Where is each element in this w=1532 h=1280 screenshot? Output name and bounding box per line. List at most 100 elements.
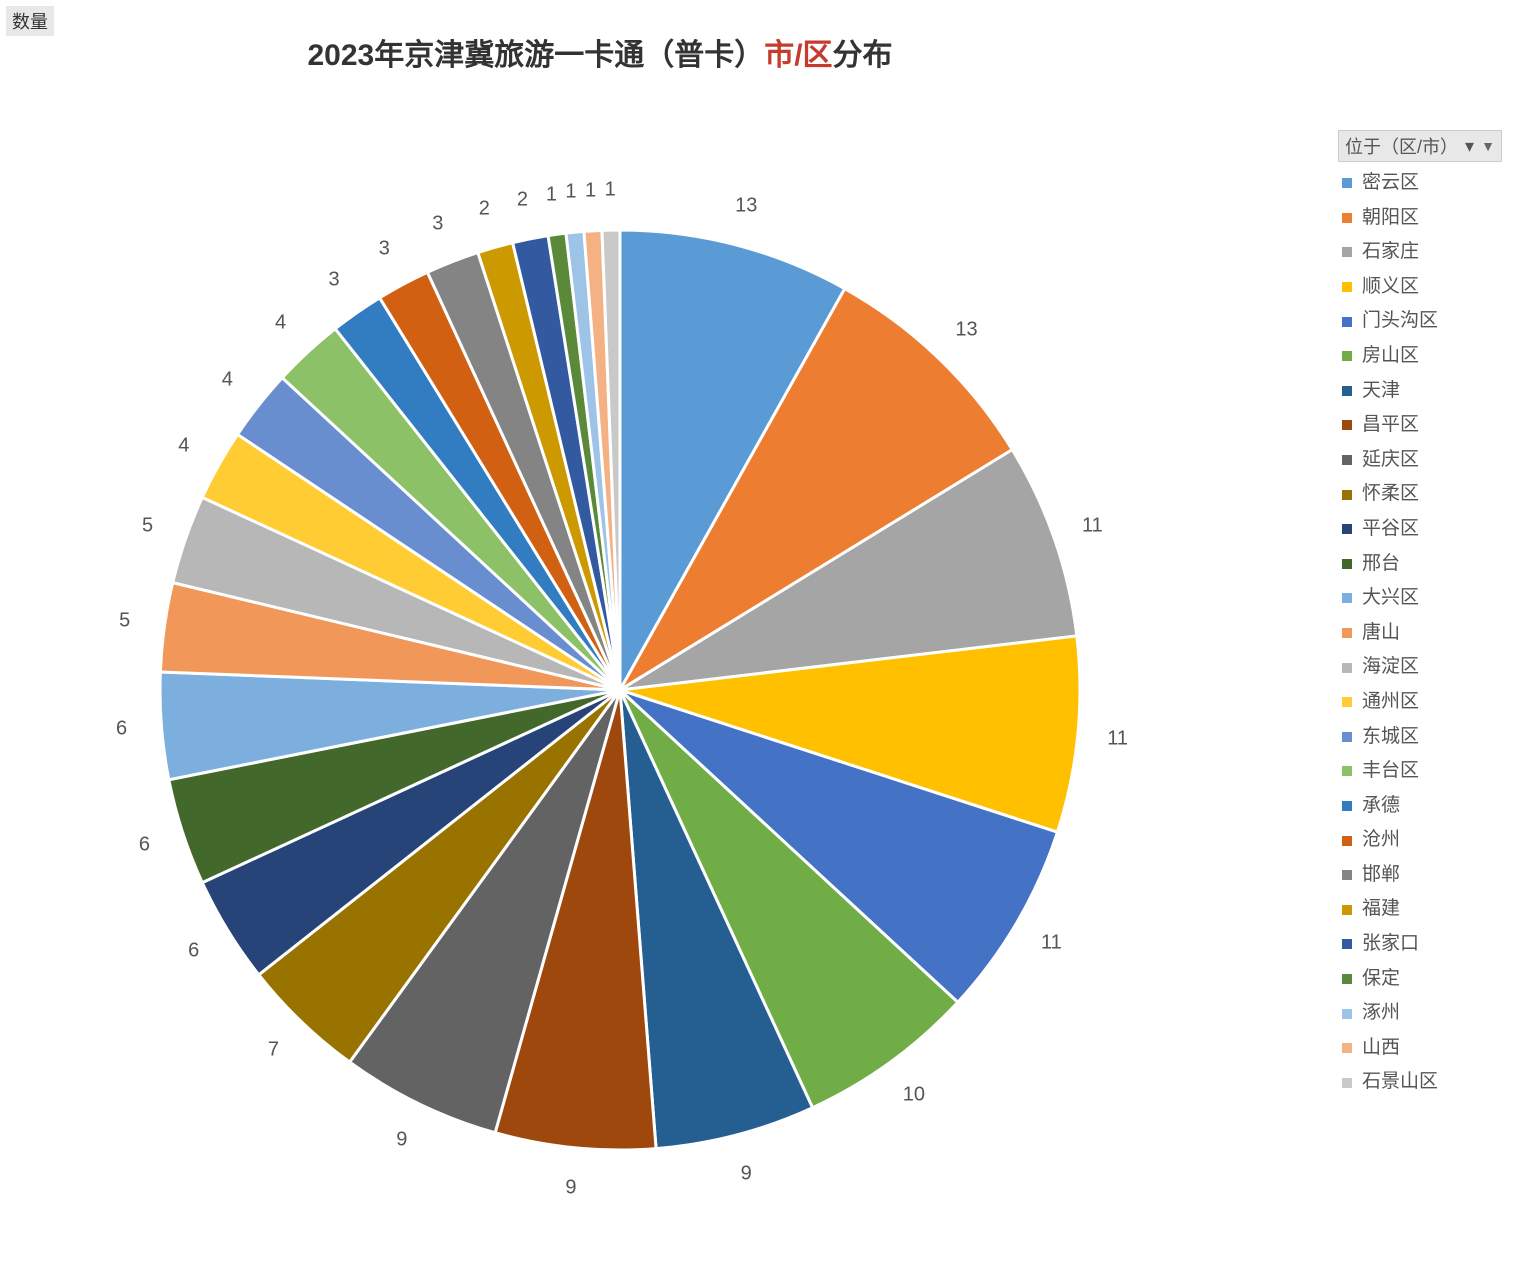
pie-chart-area: 131311111110999766655444333221111 [60,130,1160,1260]
pie-slice-value: 6 [139,833,150,856]
legend-item-label: 邢台 [1362,551,1400,578]
legend: 位于（区/市） ▾ ▼ 密云区朝阳区石家庄顺义区门头沟区房山区天津昌平区延庆区怀… [1302,130,1502,1104]
legend-swatch [1342,628,1352,638]
legend-items: 密云区朝阳区石家庄顺义区门头沟区房山区天津昌平区延庆区怀柔区平谷区邢台大兴区唐山… [1302,170,1502,1096]
pie-slice-value: 2 [517,188,528,211]
legend-swatch [1342,178,1352,188]
legend-item-label: 沧州 [1362,827,1400,854]
pie-slice-value: 3 [432,213,443,236]
legend-item[interactable]: 山西 [1342,1035,1502,1062]
legend-item-label: 延庆区 [1362,447,1419,474]
legend-header[interactable]: 位于（区/市） ▾ ▼ [1338,130,1502,162]
filter-icon: ▼ [1481,138,1495,154]
legend-item[interactable]: 涿州 [1342,1000,1502,1027]
legend-item[interactable]: 福建 [1342,896,1502,923]
legend-item-label: 唐山 [1362,620,1400,647]
legend-swatch [1342,870,1352,880]
legend-item-label: 密云区 [1362,170,1419,197]
legend-swatch [1342,697,1352,707]
legend-item[interactable]: 大兴区 [1342,585,1502,612]
pie-slice-value: 13 [955,318,977,341]
pie-slice-value: 9 [396,1128,407,1151]
legend-header-label: 位于（区/市） [1345,133,1458,159]
pie-slice-value: 11 [1082,515,1103,538]
pie-slice-value: 1 [585,179,596,202]
legend-item-label: 涿州 [1362,1000,1400,1027]
pie-slice-value: 3 [329,268,340,291]
legend-item[interactable]: 石景山区 [1342,1069,1502,1096]
legend-item-label: 石景山区 [1362,1069,1438,1096]
legend-swatch [1342,1078,1352,1088]
legend-swatch [1342,317,1352,327]
chart-title: 2023年京津冀旅游一卡通（普卡）市/区分布 [0,30,1200,74]
legend-item-label: 房山区 [1362,343,1419,370]
legend-item-label: 顺义区 [1362,274,1419,301]
legend-swatch [1342,524,1352,534]
legend-item-label: 天津 [1362,378,1400,405]
pie-slice-value: 7 [268,1039,279,1062]
legend-item-label: 东城区 [1362,724,1419,751]
pie-slice-value: 4 [222,369,233,392]
legend-item[interactable]: 张家口 [1342,931,1502,958]
pie-slice-value: 3 [379,238,390,261]
legend-swatch [1342,420,1352,430]
legend-item[interactable]: 延庆区 [1342,447,1502,474]
pie-slice-value: 2 [479,197,490,220]
legend-item-label: 大兴区 [1362,585,1419,612]
legend-item[interactable]: 密云区 [1342,170,1502,197]
legend-item[interactable]: 昌平区 [1342,412,1502,439]
legend-item[interactable]: 怀柔区 [1342,481,1502,508]
legend-item[interactable]: 顺义区 [1342,274,1502,301]
pie-slice-value: 4 [275,311,286,334]
pie-slice-value: 5 [119,610,130,633]
legend-item[interactable]: 保定 [1342,966,1502,993]
legend-swatch [1342,663,1352,673]
legend-item[interactable]: 朝阳区 [1342,205,1502,232]
title-suffix: 分布 [833,39,893,72]
legend-item[interactable]: 沧州 [1342,827,1502,854]
legend-item-label: 海淀区 [1362,654,1419,681]
legend-item[interactable]: 海淀区 [1342,654,1502,681]
legend-swatch [1342,974,1352,984]
legend-swatch [1342,351,1352,361]
legend-swatch [1342,213,1352,223]
legend-item-label: 山西 [1362,1035,1400,1062]
legend-item[interactable]: 平谷区 [1342,516,1502,543]
legend-item[interactable]: 东城区 [1342,724,1502,751]
legend-item[interactable]: 通州区 [1342,689,1502,716]
legend-swatch [1342,905,1352,915]
legend-item-label: 福建 [1362,896,1400,923]
legend-item[interactable]: 天津 [1342,378,1502,405]
legend-swatch [1342,732,1352,742]
legend-item[interactable]: 唐山 [1342,620,1502,647]
legend-item-label: 丰台区 [1362,758,1419,785]
legend-swatch [1342,766,1352,776]
legend-swatch [1342,490,1352,500]
pie-slice-value: 11 [1107,728,1128,751]
legend-item-label: 张家口 [1362,931,1419,958]
pie-slice-value: 9 [565,1176,576,1199]
legend-item-label: 门头沟区 [1362,308,1438,335]
pie-chart-svg [60,130,1160,1260]
legend-swatch [1342,593,1352,603]
legend-item[interactable]: 丰台区 [1342,758,1502,785]
legend-item[interactable]: 门头沟区 [1342,308,1502,335]
legend-swatch [1342,247,1352,257]
pie-slice-value: 1 [546,183,557,206]
legend-item-label: 承德 [1362,793,1400,820]
legend-swatch [1342,1009,1352,1019]
legend-item-label: 平谷区 [1362,516,1419,543]
legend-item[interactable]: 承德 [1342,793,1502,820]
title-highlight: 市/区 [764,39,832,72]
legend-item-label: 石家庄 [1362,239,1419,266]
legend-item[interactable]: 邯郸 [1342,862,1502,889]
legend-swatch [1342,801,1352,811]
pie-slice-value: 11 [1041,931,1062,954]
pie-slice-value: 6 [188,940,199,963]
legend-item[interactable]: 邢台 [1342,551,1502,578]
legend-item[interactable]: 房山区 [1342,343,1502,370]
legend-swatch [1342,1043,1352,1053]
legend-swatch [1342,836,1352,846]
legend-item[interactable]: 石家庄 [1342,239,1502,266]
legend-swatch [1342,386,1352,396]
